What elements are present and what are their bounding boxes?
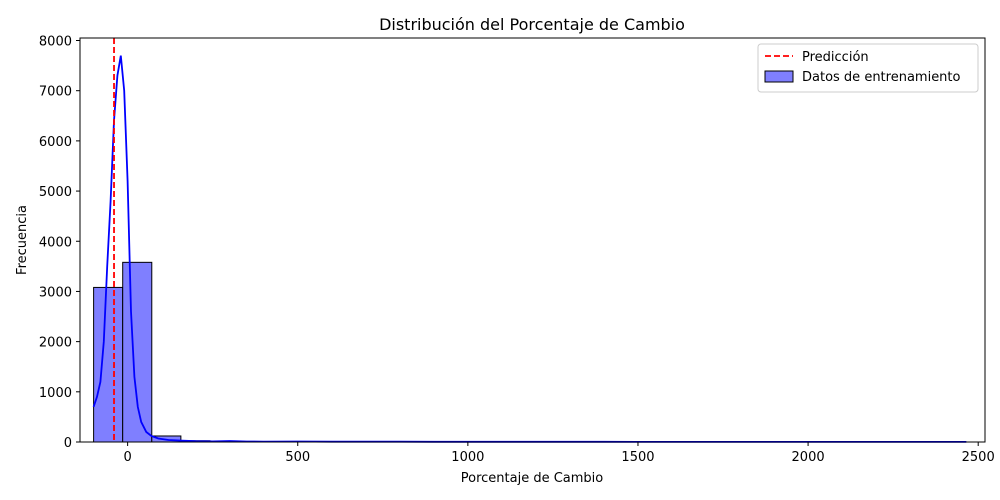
y-axis-label: Frecuencia [15, 205, 30, 275]
legend-prediction-label: Predicción [802, 50, 869, 65]
legend-training-label: Datos de entrenamiento [802, 70, 961, 85]
chart-title: Distribución del Porcentaje de Cambio [379, 15, 685, 34]
legend-training-swatch [764, 70, 794, 83]
y-tick-label-2000: 2000 [39, 336, 72, 351]
kde-line [92, 55, 967, 443]
x-axis-label: Porcentaje de Cambio [461, 471, 604, 486]
y-tick-label-5000: 5000 [39, 185, 72, 200]
y-tick-label-4000: 4000 [39, 235, 72, 250]
bars-group [93, 261, 967, 443]
x-ticks: 0 500 1000 1500 2000 2500 [123, 442, 995, 465]
legend: Predicción Datos de entrenamiento [757, 43, 979, 93]
y-tick-label-8000: 8000 [39, 35, 72, 50]
x-tick-label-1000: 1000 [451, 450, 484, 465]
x-tick-label-1500: 1500 [621, 450, 654, 465]
histogram-bar-1 [122, 261, 153, 443]
y-ticks: 0 1000 2000 3000 4000 5000 6000 7000 8000 [39, 35, 80, 451]
y-tick-label-0: 0 [64, 436, 72, 451]
y-tick-label-6000: 6000 [39, 135, 72, 150]
x-tick-label-2000: 2000 [792, 450, 825, 465]
plot-frame [79, 37, 986, 443]
x-tick-label-0: 0 [123, 450, 131, 465]
histogram-bar-0 [93, 286, 124, 443]
legend-box [757, 43, 979, 93]
x-tick-label-500: 500 [285, 450, 310, 465]
x-tick-label-2500: 2500 [962, 450, 995, 465]
y-tick-label-1000: 1000 [39, 386, 72, 401]
y-tick-label-7000: 7000 [39, 85, 72, 100]
y-tick-label-3000: 3000 [39, 285, 72, 300]
kde-group [92, 55, 967, 443]
